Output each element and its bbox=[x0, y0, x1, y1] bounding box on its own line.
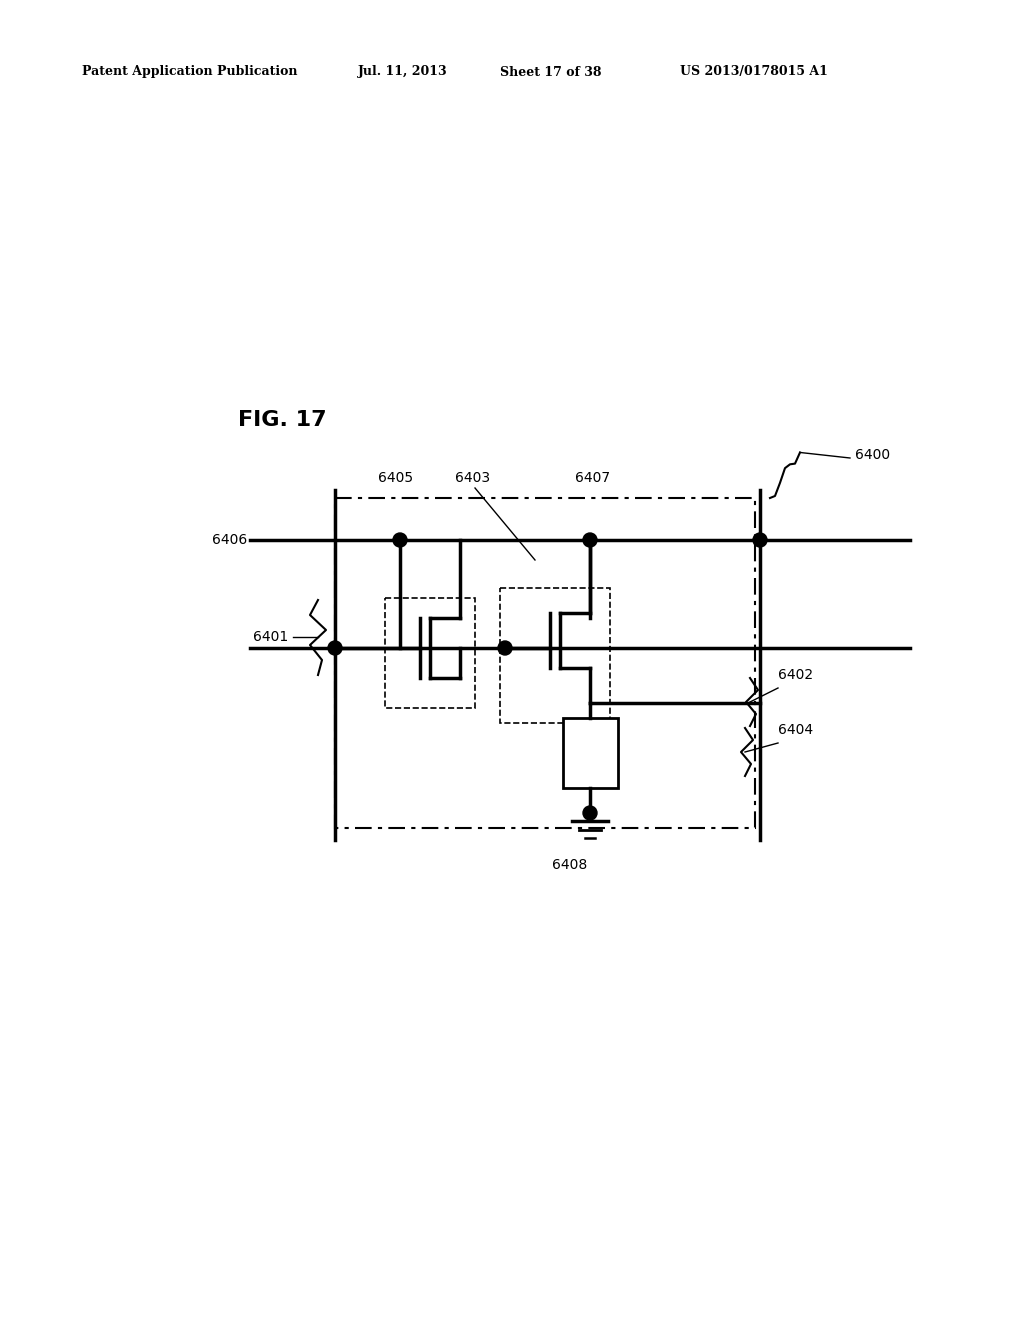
Text: 6405: 6405 bbox=[378, 471, 413, 484]
Text: US 2013/0178015 A1: US 2013/0178015 A1 bbox=[680, 66, 827, 78]
Bar bbox=[385, 598, 475, 708]
Text: 6407: 6407 bbox=[575, 471, 610, 484]
Text: 6402: 6402 bbox=[778, 668, 813, 682]
Text: 6401: 6401 bbox=[253, 630, 288, 644]
Text: Jul. 11, 2013: Jul. 11, 2013 bbox=[358, 66, 447, 78]
Circle shape bbox=[498, 642, 512, 655]
Text: 6404: 6404 bbox=[778, 723, 813, 737]
Text: 6406: 6406 bbox=[212, 533, 247, 546]
Circle shape bbox=[583, 807, 597, 820]
Text: Patent Application Publication: Patent Application Publication bbox=[82, 66, 298, 78]
Text: 6403: 6403 bbox=[455, 471, 490, 484]
Circle shape bbox=[328, 642, 342, 655]
Circle shape bbox=[583, 533, 597, 546]
Bar bbox=[500, 587, 610, 723]
Circle shape bbox=[753, 533, 767, 546]
Text: 6408: 6408 bbox=[552, 858, 588, 873]
Text: FIG. 17: FIG. 17 bbox=[238, 411, 327, 430]
Text: 6400: 6400 bbox=[855, 447, 890, 462]
Bar bbox=[563, 718, 618, 788]
Text: Sheet 17 of 38: Sheet 17 of 38 bbox=[500, 66, 601, 78]
Bar bbox=[335, 498, 755, 828]
Circle shape bbox=[393, 533, 407, 546]
